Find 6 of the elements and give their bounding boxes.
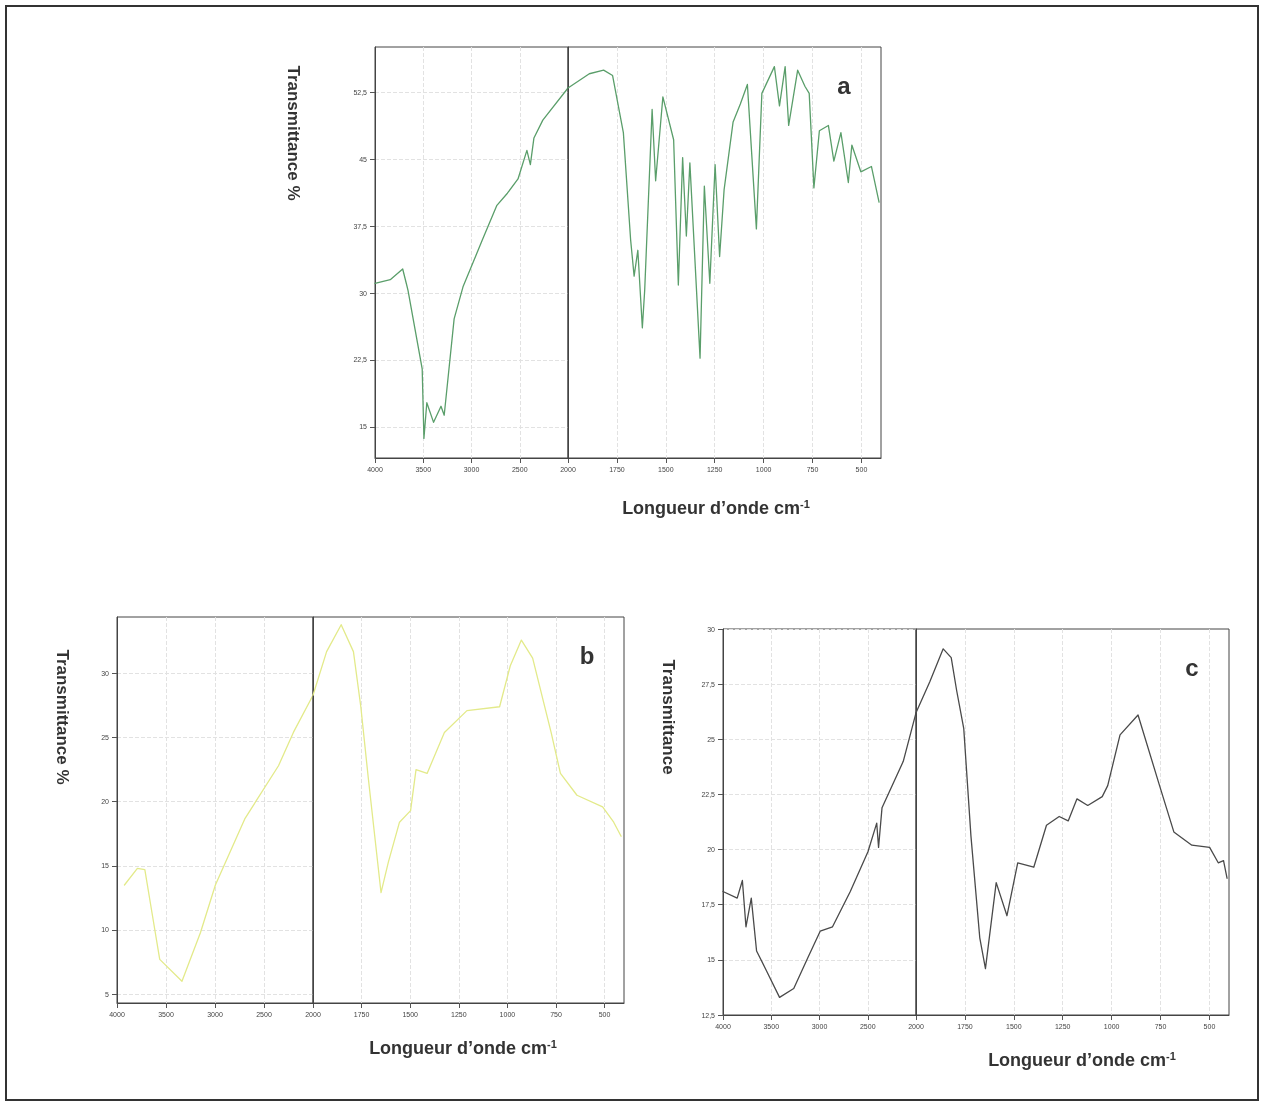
y-axis-title: Transmittance % bbox=[52, 649, 72, 785]
y-axis-title: Transmittance bbox=[658, 659, 678, 775]
annotation: b bbox=[579, 641, 595, 669]
annotation: a bbox=[837, 71, 852, 99]
y-axis-title: Transmittance % bbox=[283, 65, 303, 201]
annotation: c bbox=[1185, 653, 1199, 681]
